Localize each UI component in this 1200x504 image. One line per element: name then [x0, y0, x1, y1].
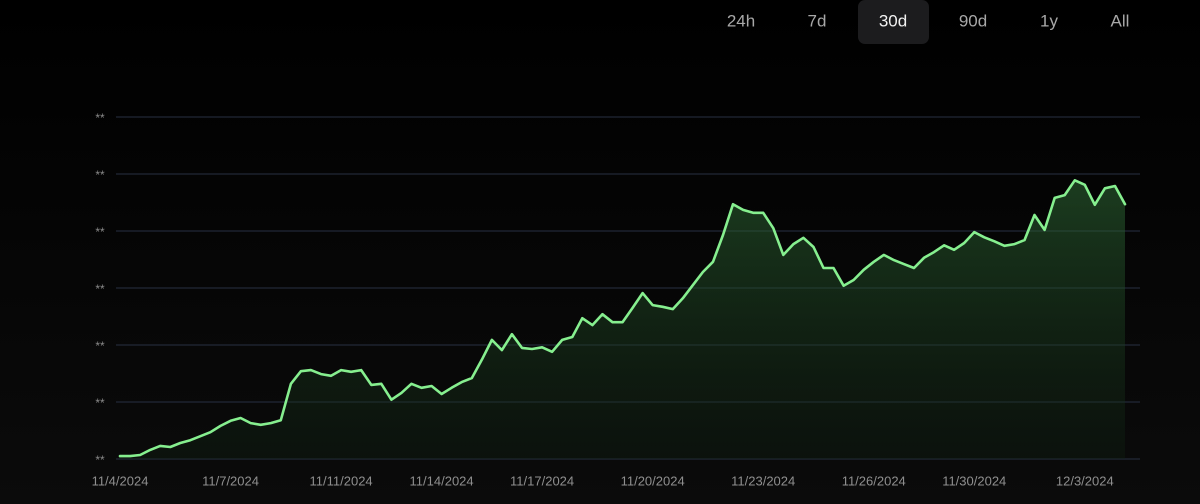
x-tick-label: 11/26/2024: [842, 473, 906, 488]
y-tick-label: **: [95, 396, 105, 410]
range-button[interactable]: 1y: [1040, 11, 1058, 30]
area: [120, 180, 1125, 460]
range-button-selected: [858, 0, 929, 44]
x-tick-label: 12/3/2024: [1056, 473, 1114, 488]
range-button[interactable]: 90d: [959, 11, 987, 30]
x-tick-label: 11/11/2024: [310, 473, 373, 488]
x-tick-label: 11/30/2024: [942, 473, 1006, 488]
range-button[interactable]: 7d: [808, 11, 827, 30]
range-button[interactable]: All: [1111, 11, 1130, 30]
range-button[interactable]: 30d: [879, 11, 907, 30]
x-tick-label: 11/14/2024: [410, 473, 474, 488]
x-tick-label: 11/7/2024: [202, 473, 259, 488]
x-tick-label: 11/23/2024: [731, 473, 795, 488]
y-tick-label: **: [95, 111, 105, 125]
x-tick-label: 11/4/2024: [92, 473, 149, 488]
y-tick-label: **: [95, 453, 105, 467]
y-tick-label: **: [95, 282, 105, 296]
y-tick-label: **: [95, 339, 105, 353]
x-tick-label: 11/17/2024: [510, 473, 574, 488]
line: [118, 179, 1127, 458]
y-tick-label: **: [95, 225, 105, 239]
y-tick-label: **: [95, 168, 105, 182]
x-tick-label: 11/20/2024: [621, 473, 685, 488]
range-button[interactable]: 24h: [727, 11, 755, 30]
